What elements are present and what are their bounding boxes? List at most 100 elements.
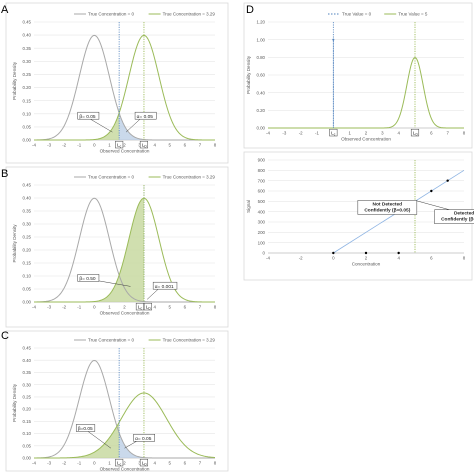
panel-a: A 0.00 0.05 0.10 0.15 0.20 0.25 0.30 0.35 0.40 0.4…: [1, 2, 229, 164]
legend-entry: True Value = 5: [398, 12, 428, 17]
y-tick-label: 0.35: [22, 370, 31, 375]
x-axis-title: Concentration: [352, 262, 381, 267]
series-true-concentration-0: [34, 34, 215, 141]
annotation-box: [134, 111, 157, 120]
critical-level-label-box: [115, 458, 124, 467]
detection-limit-label: LD: [146, 304, 152, 310]
annotation-box: [75, 424, 96, 432]
y-tick-label: 500: [258, 199, 266, 204]
x-tick-label: -3: [47, 305, 51, 310]
x-tick-label: -2: [62, 461, 66, 466]
x-tick-label: -1: [77, 305, 81, 310]
beta-region: [34, 198, 144, 302]
y-tick-label: 0.05: [22, 287, 31, 292]
x-tick-label: -1: [77, 143, 81, 148]
x-tick-label: 1: [348, 131, 351, 136]
y-axis-title: Probability Density: [12, 383, 17, 422]
critical-level-label: Lc: [117, 460, 122, 466]
x-tick-label: -2: [299, 131, 303, 136]
annotation-text: α= 0.05: [137, 114, 154, 120]
x-axis-title: Observed Concentration: [100, 149, 150, 154]
x-tick-label: 5: [169, 461, 172, 466]
y-tick-label: 600: [258, 189, 266, 194]
beta-region: [34, 422, 120, 458]
x-tick-label: -4: [32, 461, 36, 466]
beta-region: [34, 112, 120, 140]
legend-entry: True Concentration = 3.29: [163, 175, 216, 180]
panel-letter: D: [246, 4, 254, 16]
y-tick-label: 0.20: [22, 248, 31, 253]
x-tick-label: 7: [199, 143, 202, 148]
y-tick-label: 900: [258, 158, 266, 163]
detection-limit-label-box: [143, 302, 153, 311]
series-true-value-5: [268, 56, 464, 129]
x-tick-label: 2: [123, 143, 126, 148]
critical-level-label-box: [329, 128, 338, 137]
data-point: [397, 251, 400, 255]
y-tick-label: 0.40: [22, 196, 31, 201]
y-tick-label: 800: [258, 168, 266, 173]
y-tick-label: 0.20: [22, 85, 31, 90]
detection-limit-label-box: [139, 458, 149, 467]
x-tick-label: -2: [62, 305, 66, 310]
x-tick-label: 6: [184, 143, 187, 148]
y-axis-title: Probability Density: [12, 61, 17, 100]
annotation-text: β= 0.50: [79, 276, 96, 282]
annotation-text: Confidently (β=0.05): [364, 207, 410, 213]
panel-letter: A: [1, 4, 9, 16]
x-tick-label: 0: [93, 143, 96, 148]
y-tick-label: 0.35: [22, 209, 31, 214]
x-tick-label: -3: [47, 143, 51, 148]
panel-d-lower: 0 100 200 300 400 500 600 700 800 900 -4 -2 0 2 4 6 8 Con…: [243, 151, 474, 281]
legend: True Value = 0 True Value = 5: [328, 12, 428, 17]
y-tick-label: 0.80: [256, 55, 265, 60]
y-tick-label: 200: [258, 230, 266, 235]
alpha-region: [119, 112, 215, 140]
detection-limit-label: LD: [142, 142, 148, 148]
detection-limit-label-box: [410, 128, 420, 137]
y-tick-label: 0.00: [256, 126, 265, 131]
x-axis-title: Observed Concentration: [341, 137, 391, 142]
x-tick-label: 4: [153, 461, 156, 466]
y-tick-label: 1.00: [256, 37, 265, 42]
legend-entry: True Concentration = 3.29: [163, 338, 216, 343]
y-tick-label: 0.00: [22, 456, 31, 461]
x-tick-label: 3: [381, 131, 384, 136]
x-tick-label: 2: [365, 131, 368, 136]
x-tick-label: 4: [397, 256, 400, 261]
x-tick-label: 6: [184, 461, 187, 466]
detection-limit-label: LD: [413, 130, 419, 136]
x-axis-title: Observed Concentration: [100, 467, 150, 472]
y-tick-label: 0.05: [22, 124, 31, 129]
critical-level-label: Lc: [331, 130, 336, 136]
series-true-concentration-3-29: [34, 392, 216, 459]
critical-level-label-box: [115, 140, 124, 149]
annotation-box: [357, 200, 418, 215]
x-tick-label: 7: [446, 131, 449, 136]
x-tick-label: 7: [199, 305, 202, 310]
y-tick-label: 0.30: [22, 382, 31, 387]
y-tick-label: 0.25: [22, 394, 31, 399]
legend: True Concentration = 0 True Concentration…: [74, 175, 215, 180]
x-tick-label: 8: [463, 131, 466, 136]
legend-entry: True Concentration = 0: [88, 12, 134, 17]
y-tick-label: 400: [258, 209, 266, 214]
x-tick-label: 5: [169, 305, 172, 310]
x-tick-label: 1: [108, 305, 111, 310]
annotation-box: [434, 209, 474, 224]
y-tick-label: 0.05: [22, 443, 31, 448]
annotation-box: [133, 433, 156, 442]
panel-frame: [243, 151, 473, 281]
x-tick-label: 0: [93, 461, 96, 466]
y-tick-label: 0.15: [22, 419, 31, 424]
alpha-region: [119, 432, 215, 458]
legend-entry: True Concentration = 0: [88, 338, 134, 343]
y-tick-label: 0.20: [256, 108, 265, 113]
x-tick-label: 7: [199, 461, 202, 466]
y-axis-title: Signal: [246, 200, 251, 213]
panel-b: B 0.00 0.05 0.10 0.15 0.20 0.25 0.30 0.35 0.40 0.4…: [1, 166, 229, 328]
y-tick-label: 0: [263, 251, 266, 256]
annotation-text: α= 0.001: [155, 284, 174, 290]
x-tick-label: 4: [153, 305, 156, 310]
